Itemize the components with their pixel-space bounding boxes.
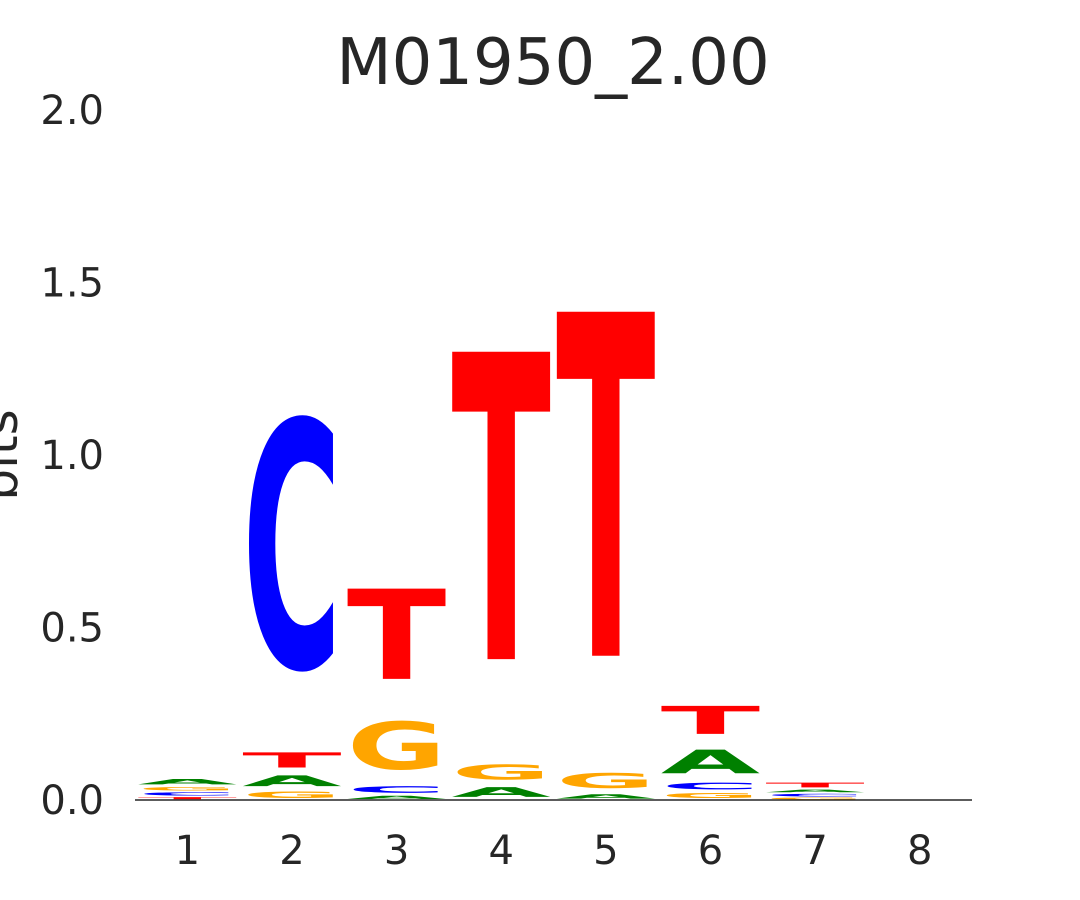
- logo-letter-g: G: [765, 797, 864, 800]
- x-tick-label: 4: [488, 828, 513, 874]
- logo-letter-t: T: [242, 748, 341, 772]
- logo-letter-c: C: [138, 791, 237, 796]
- x-tick-label: 8: [907, 828, 932, 874]
- x-tick-label: 6: [698, 828, 723, 874]
- logo-letter-g: G: [138, 786, 237, 791]
- x-axis-ticks: 1 2 3 4 5 6 7 8: [175, 828, 933, 874]
- y-tick-label: 2.0: [40, 88, 104, 134]
- logo-letter-t: T: [347, 563, 446, 708]
- logo-letter-a: A: [661, 743, 760, 781]
- logo-letter-g: G: [661, 791, 760, 800]
- logo-letter-t: T: [451, 269, 551, 760]
- x-tick-label: 7: [802, 828, 827, 874]
- logo-letter-t: T: [765, 781, 864, 789]
- logo-letter-c: C: [347, 784, 446, 794]
- logo-letter-a: A: [242, 772, 342, 789]
- y-tick-label: 0.0: [40, 778, 104, 824]
- y-axis-ticks: 0.0 0.5 1.0 1.5 2.0: [40, 88, 104, 824]
- logo-letter-t: T: [138, 797, 237, 800]
- x-tick-label: 3: [384, 828, 409, 874]
- logo-letter-c: C: [765, 793, 864, 797]
- logo-letter-t: T: [661, 699, 761, 744]
- x-tick-label: 2: [279, 828, 304, 874]
- y-axis-label: bits: [0, 409, 29, 500]
- logo-letter-a: A: [138, 778, 237, 787]
- logo-letter-a: A: [347, 795, 446, 800]
- y-tick-label: 1.5: [40, 261, 104, 307]
- y-tick-label: 1.0: [40, 433, 104, 479]
- x-tick-label: 1: [175, 828, 200, 874]
- chart-title: M01950_2.00: [336, 26, 769, 100]
- x-tick-label: 5: [593, 828, 618, 874]
- logo-letter-a: A: [452, 784, 552, 800]
- logo-letter-a: A: [556, 793, 655, 800]
- y-tick-label: 0.5: [40, 606, 104, 652]
- logo-letter-g: G: [347, 709, 446, 784]
- logo-letter-t: T: [556, 219, 656, 768]
- logo-letter-g: G: [556, 769, 655, 793]
- logo-letter-c: C: [661, 781, 760, 791]
- logo-letter-a: A: [765, 789, 864, 793]
- logo-letter-g: G: [452, 761, 551, 785]
- logo-letter-c: C: [242, 352, 341, 747]
- logo-letter-g: G: [242, 790, 341, 800]
